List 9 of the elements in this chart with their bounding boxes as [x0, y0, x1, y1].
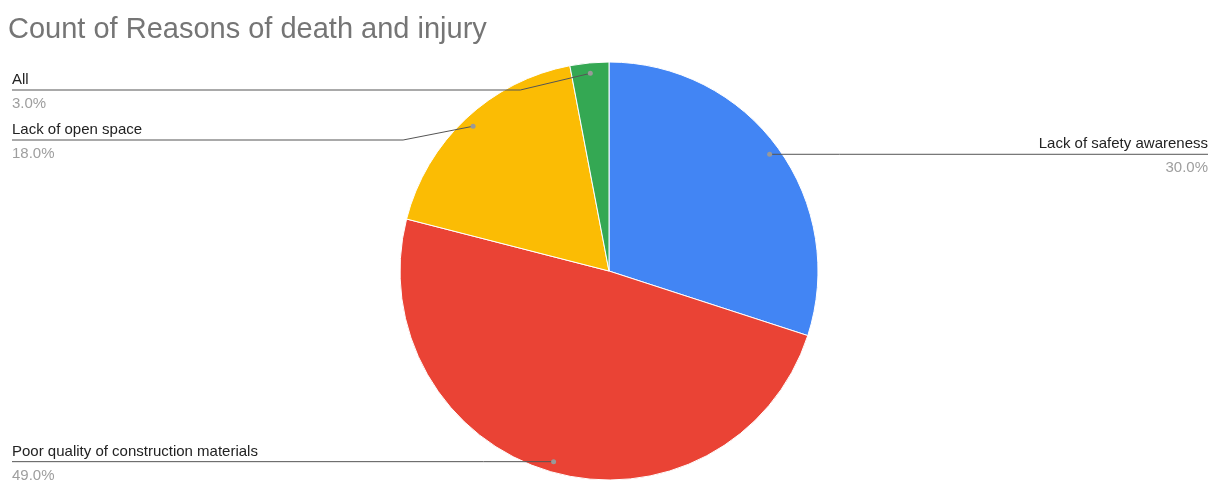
slice-label: Poor quality of construction materials: [12, 441, 258, 459]
data-label: 30.0%: [1165, 158, 1208, 176]
chart-title: Count of Reasons of death and injury: [8, 12, 488, 44]
data-label: 3.0%: [12, 94, 47, 111]
slice-label: All: [12, 70, 29, 87]
data-label: 49.0%: [12, 465, 55, 483]
data-label: 18.0%: [12, 144, 55, 161]
slice-label: Lack of open space: [12, 120, 143, 137]
slice-label: Lack of safety awareness: [1038, 134, 1208, 152]
